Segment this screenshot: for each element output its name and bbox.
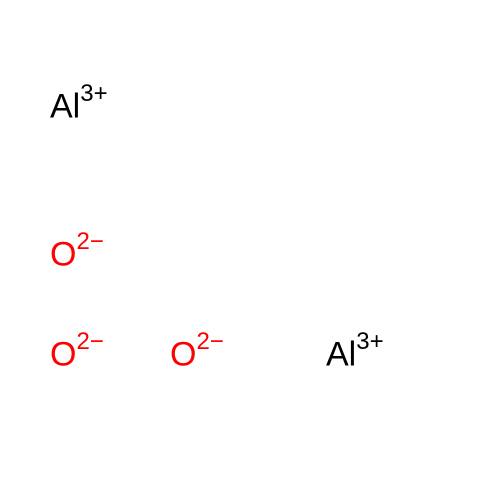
- element-symbol: Al: [326, 335, 356, 373]
- ion-charge: 2−: [76, 328, 103, 355]
- ion-oxygen-2: O2−: [50, 334, 104, 371]
- ion-aluminum-2: Al3+: [326, 334, 384, 371]
- ion-oxygen-1: O2−: [50, 234, 104, 271]
- ion-charge: 2−: [196, 328, 223, 355]
- element-symbol: O: [170, 335, 196, 373]
- element-symbol: O: [50, 335, 76, 373]
- element-symbol: O: [50, 235, 76, 273]
- ion-charge: 2−: [76, 228, 103, 255]
- ion-charge: 3+: [356, 328, 383, 355]
- ion-charge: 3+: [80, 80, 107, 107]
- ion-oxygen-3: O2−: [170, 334, 224, 371]
- element-symbol: Al: [50, 87, 80, 125]
- ion-aluminum-1: Al3+: [50, 86, 108, 123]
